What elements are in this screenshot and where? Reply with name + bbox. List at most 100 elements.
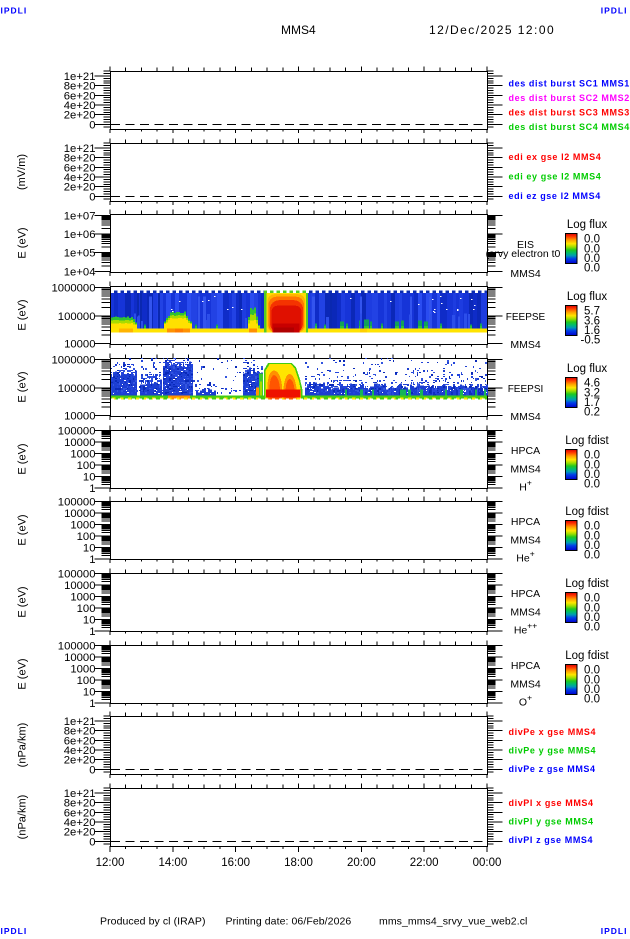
svg-text:1000: 1000	[70, 449, 95, 461]
svg-text:2e+20: 2e+20	[64, 110, 96, 122]
svg-text:0: 0	[89, 191, 95, 203]
svg-text:1: 1	[89, 698, 95, 710]
svg-text:IPDLI: IPDLI	[1, 926, 28, 934]
svg-text:3.6: 3.6	[584, 316, 600, 328]
svg-text:100: 100	[77, 675, 96, 687]
svg-text:0.0: 0.0	[584, 479, 600, 491]
svg-text:IPDLI: IPDLI	[1, 5, 28, 15]
svg-text:10: 10	[83, 543, 96, 555]
svg-text:0.0: 0.0	[584, 244, 600, 256]
svg-text:mms_mms4_srvy_vue_web2.cl: mms_mms4_srvy_vue_web2.cl	[379, 916, 527, 928]
svg-text:MMS4: MMS4	[281, 23, 316, 37]
svg-text:divPe x gse MMS4: divPe x gse MMS4	[509, 727, 597, 737]
svg-text:E (eV): E (eV)	[17, 514, 29, 545]
svg-text:EIS: EIS	[517, 239, 534, 251]
svg-text:MMS4: MMS4	[510, 535, 540, 547]
svg-text:0.0: 0.0	[584, 675, 600, 687]
svg-text:des dist burst SC4 MMS4: des dist burst SC4 MMS4	[509, 122, 630, 132]
svg-text:Log fdist: Log fdist	[565, 506, 609, 518]
svg-text:100: 100	[77, 603, 96, 615]
svg-text:Log fdist: Log fdist	[565, 578, 609, 590]
svg-text:MMS4: MMS4	[510, 411, 540, 423]
svg-text:1e+21: 1e+21	[64, 716, 96, 728]
svg-text:8e+20: 8e+20	[64, 153, 96, 165]
svg-text:HPCA: HPCA	[511, 660, 540, 672]
svg-text:0.0: 0.0	[584, 253, 600, 265]
svg-text:1.7: 1.7	[584, 397, 600, 409]
svg-text:0.0: 0.0	[584, 622, 600, 634]
svg-text:(srvy electron t0: (srvy electron t0	[486, 248, 561, 260]
svg-text:4e+20: 4e+20	[64, 817, 96, 829]
svg-text:0.0: 0.0	[584, 540, 600, 552]
svg-text:HPCA: HPCA	[511, 516, 540, 528]
svg-text:Log fdist: Log fdist	[565, 435, 609, 447]
svg-text:14:00: 14:00	[158, 857, 187, 869]
svg-text:5.7: 5.7	[584, 306, 600, 318]
svg-text:0.0: 0.0	[584, 593, 600, 605]
svg-text:10000: 10000	[64, 508, 95, 520]
svg-text:10: 10	[83, 687, 96, 699]
svg-text:22:00: 22:00	[410, 857, 439, 869]
svg-text:Log fdist: Log fdist	[565, 650, 609, 662]
svg-text:E (eV): E (eV)	[17, 658, 29, 689]
svg-text:100000: 100000	[58, 569, 96, 581]
svg-text:10000: 10000	[64, 580, 95, 592]
svg-text:3.2: 3.2	[584, 388, 600, 400]
svg-text:0.0: 0.0	[584, 263, 600, 275]
svg-text:2e+20: 2e+20	[64, 755, 96, 767]
svg-text:0: 0	[89, 119, 95, 131]
svg-text:100000: 100000	[58, 497, 96, 509]
svg-text:des dist burst SC2 MMS2: des dist burst SC2 MMS2	[509, 93, 630, 103]
svg-text:0.0: 0.0	[584, 665, 600, 677]
svg-text:0.0: 0.0	[584, 469, 600, 481]
svg-text:E (eV): E (eV)	[17, 586, 29, 617]
svg-text:0.0: 0.0	[584, 450, 600, 462]
svg-text:MMS4: MMS4	[510, 464, 540, 476]
svg-text:Produced by cl (IRAP): Produced by cl (IRAP)	[100, 916, 206, 928]
svg-text:des dist burst SC3 MMS3: des dist burst SC3 MMS3	[509, 108, 630, 118]
svg-text:12/Dec/2025 12:00: 12/Dec/2025 12:00	[429, 23, 555, 37]
svg-text:6e+20: 6e+20	[64, 807, 96, 819]
svg-text:0.0: 0.0	[584, 521, 600, 533]
svg-text:1: 1	[89, 626, 95, 638]
svg-text:E (eV): E (eV)	[17, 371, 29, 402]
svg-text:10000: 10000	[64, 339, 95, 351]
svg-text:Log flux: Log flux	[567, 363, 608, 375]
svg-text:1000000: 1000000	[52, 283, 96, 295]
svg-text:6e+20: 6e+20	[64, 90, 96, 102]
svg-text:8e+20: 8e+20	[64, 81, 96, 93]
svg-text:10: 10	[83, 615, 96, 627]
svg-text:MMS4: MMS4	[510, 339, 540, 351]
svg-text:FEEPSI: FEEPSI	[508, 384, 544, 395]
svg-text:E (eV): E (eV)	[17, 299, 29, 330]
svg-text:divPI x gse MMS4: divPI x gse MMS4	[509, 798, 594, 808]
svg-text:MMS4: MMS4	[510, 607, 540, 619]
svg-text:edi ey gse l2 MMS4: edi ey gse l2 MMS4	[509, 172, 602, 182]
svg-text:6e+20: 6e+20	[64, 162, 96, 174]
svg-text:des dist burst SC1 MMS1: des dist burst SC1 MMS1	[509, 79, 630, 89]
svg-text:1: 1	[89, 483, 95, 495]
svg-text:0.0: 0.0	[584, 550, 600, 562]
svg-text:100000: 100000	[58, 426, 96, 438]
svg-text:1e+04: 1e+04	[64, 267, 96, 279]
svg-text:1e+21: 1e+21	[64, 788, 96, 800]
svg-text:4e+20: 4e+20	[64, 172, 96, 184]
svg-text:4e+20: 4e+20	[64, 745, 96, 757]
svg-text:1000: 1000	[70, 592, 95, 604]
svg-text:0.0: 0.0	[584, 612, 600, 624]
svg-text:1e+07: 1e+07	[64, 211, 96, 223]
svg-text:MMS4: MMS4	[510, 679, 540, 691]
svg-text:Printing date: 06/Feb/2026: Printing date: 06/Feb/2026	[226, 916, 352, 928]
svg-text:1: 1	[89, 554, 95, 566]
svg-text:100: 100	[77, 460, 96, 472]
svg-text:Log flux: Log flux	[567, 291, 608, 303]
svg-text:10: 10	[83, 472, 96, 484]
svg-text:(mV/m): (mV/m)	[16, 154, 28, 190]
svg-text:(nPa/km): (nPa/km)	[17, 795, 29, 840]
svg-text:0.0: 0.0	[584, 603, 600, 615]
svg-text:(nPa/km): (nPa/km)	[17, 723, 29, 768]
svg-text:0.0: 0.0	[584, 234, 600, 246]
svg-text:1000000: 1000000	[52, 355, 96, 367]
svg-text:0.2: 0.2	[584, 407, 600, 419]
svg-text:0.0: 0.0	[584, 694, 600, 706]
